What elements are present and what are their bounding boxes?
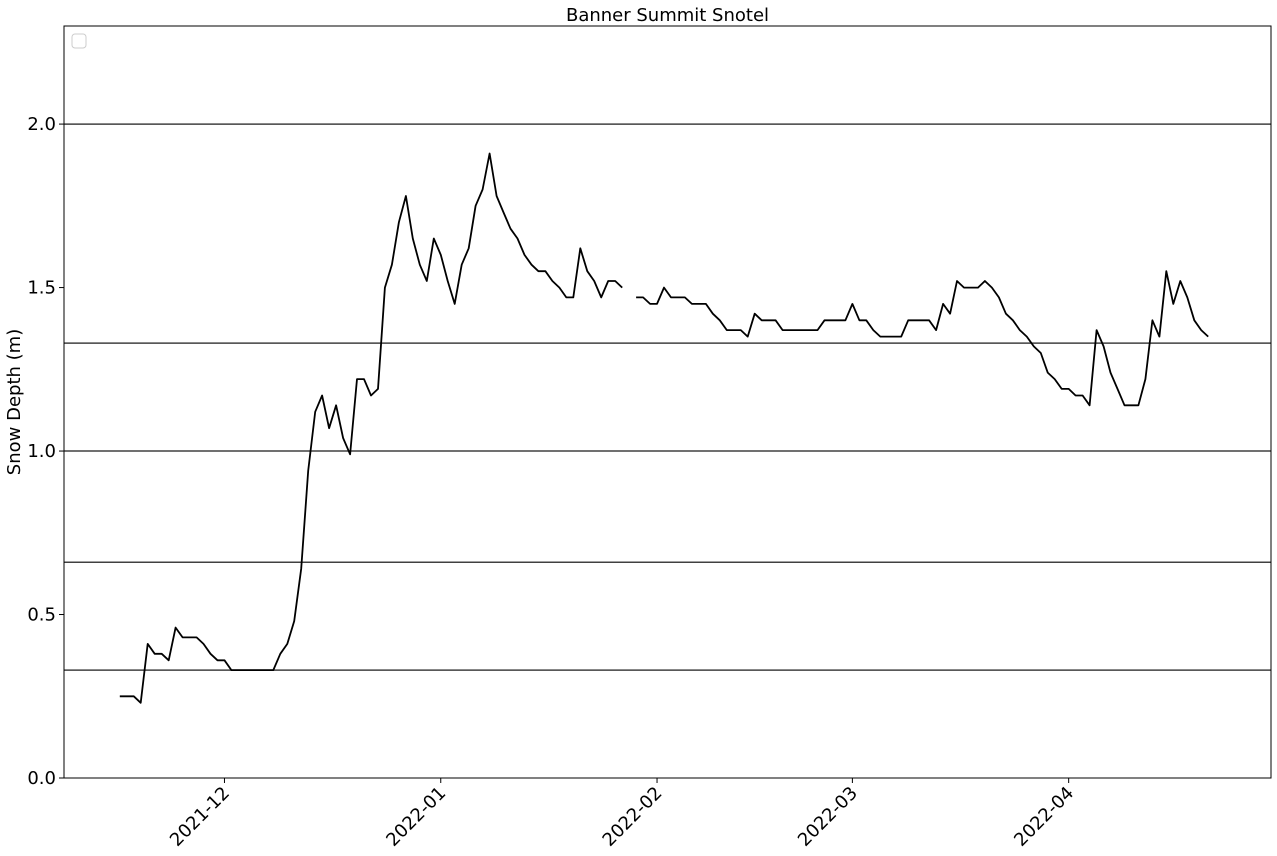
series-lines [119,152,1209,704]
y-tick-label: 0.0 [27,768,56,789]
x-tick-label: 2021-12 [166,783,234,851]
reference-lines [64,123,1271,671]
series-line-1 [119,152,623,704]
x-tick-label: 2022-01 [382,783,450,851]
chart-title: Banner Summit Snotel [566,5,769,26]
plot-frame [63,25,1272,779]
legend-box [71,33,87,49]
x-tick-label: 2022-02 [599,783,667,851]
y-axis-label: Snow Depth (m) [4,329,25,475]
series-line-2 [636,270,1209,407]
y-axis-ticks: 0.0 0.5 1.0 1.5 2.0 [27,114,64,789]
x-tick-label: 2022-03 [794,783,862,851]
y-tick-label: 1.0 [27,441,56,462]
y-tick-label: 0.5 [27,605,56,626]
y-tick-label: 1.5 [27,278,56,299]
y-tick-label: 2.0 [27,114,56,135]
x-tick-label: 2022-04 [1010,783,1078,851]
x-axis-ticks: 2021-12 2022-01 2022-02 2022-03 2022-04 [166,778,1078,851]
